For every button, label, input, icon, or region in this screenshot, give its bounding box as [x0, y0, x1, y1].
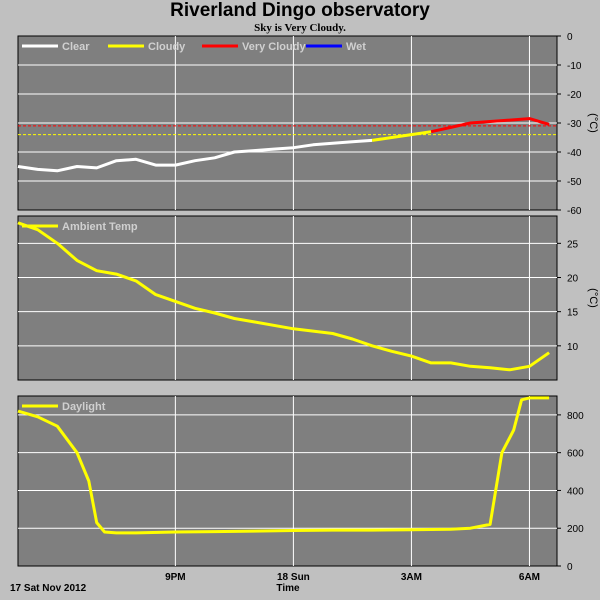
y-tick-label: -30 — [567, 119, 582, 130]
y-tick-label: 10 — [567, 342, 579, 353]
date-label: 17 Sat Nov 2012 — [10, 583, 87, 594]
y-tick-label: 200 — [567, 524, 584, 535]
y-tick-label: -40 — [567, 148, 582, 159]
y-tick-label: -50 — [567, 177, 582, 188]
chart-title: Riverland Dingo observatory — [170, 0, 430, 21]
y-tick-label: 15 — [567, 308, 579, 319]
y-axis-label: (°C) — [587, 288, 599, 308]
y-tick-label: 400 — [567, 486, 584, 497]
x-tick-label: 6AM — [519, 572, 540, 583]
y-tick-label: -10 — [567, 61, 582, 72]
x-tick-label: 18 Sun — [277, 572, 310, 583]
series-line-cloudy — [371, 130, 432, 142]
legend-label: Wet — [346, 41, 366, 53]
series-line-ambient-temp — [17, 221, 550, 372]
y-tick-label: 25 — [567, 239, 579, 250]
legend-label: Daylight — [62, 401, 106, 413]
y-tick-label: 600 — [567, 449, 584, 460]
panel-daylight — [17, 395, 558, 567]
legend-label: Cloudy — [148, 41, 186, 53]
y-tick-label: -60 — [567, 206, 582, 217]
y-tick-label: 20 — [567, 274, 579, 285]
y-tick-label: -20 — [567, 90, 582, 101]
x-tick-label: 9PM — [165, 572, 186, 583]
legend-label: Clear — [62, 41, 90, 53]
y-tick-label: 0 — [567, 32, 573, 43]
legend-label: Very Cloudy — [242, 41, 306, 53]
series-line-daylight — [17, 396, 550, 535]
series-line-clear — [17, 138, 373, 173]
y-tick-label: 0 — [567, 562, 573, 573]
y-tick-label: 800 — [567, 411, 584, 422]
y-axis-label: (°C) — [587, 113, 599, 133]
panel-ambient — [17, 215, 558, 381]
series-line-very-cloudy — [430, 117, 550, 134]
chart-subtitle: Sky is Very Cloudy. — [254, 22, 346, 34]
x-tick-label: 3AM — [401, 572, 422, 583]
legend-label: Ambient Temp — [62, 221, 138, 233]
x-axis-label: Time — [276, 583, 300, 594]
